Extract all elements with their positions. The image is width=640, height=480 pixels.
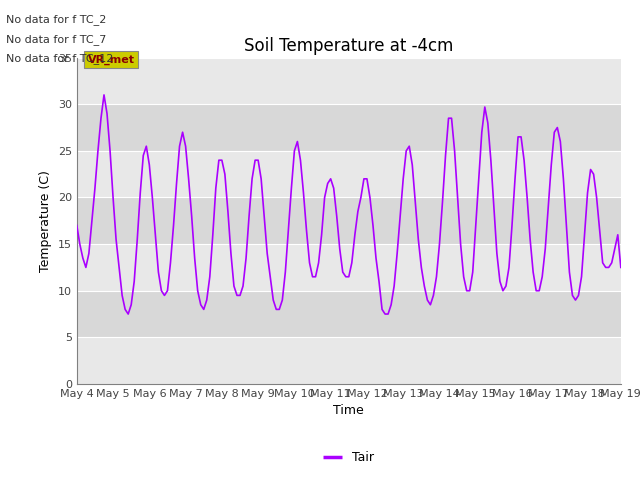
X-axis label: Time: Time (333, 405, 364, 418)
Bar (77, 104, 621, 151)
Bar (77, 244, 621, 291)
Legend: Tair: Tair (319, 446, 379, 469)
Bar (77, 58, 621, 104)
Bar (77, 337, 621, 384)
Bar (77, 291, 621, 337)
Bar (77, 197, 621, 244)
Text: No data for f TC_12: No data for f TC_12 (6, 53, 114, 64)
Bar (77, 151, 621, 197)
Title: Soil Temperature at -4cm: Soil Temperature at -4cm (244, 36, 454, 55)
Text: No data for f TC_7: No data for f TC_7 (6, 34, 107, 45)
Y-axis label: Temperature (C): Temperature (C) (39, 170, 52, 272)
Text: No data for f TC_2: No data for f TC_2 (6, 14, 107, 25)
Text: VR_met: VR_met (88, 54, 134, 64)
